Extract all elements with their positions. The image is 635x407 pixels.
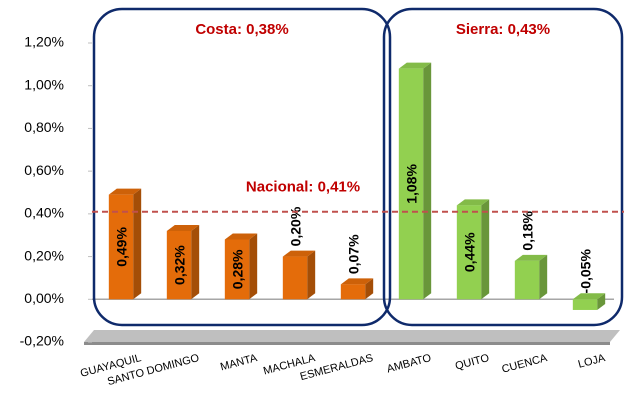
value-label: 0,07% xyxy=(346,234,362,274)
bar-top xyxy=(282,250,316,257)
bar-top xyxy=(456,199,490,206)
bar xyxy=(398,68,424,300)
y-tick-label: 1,00% xyxy=(24,76,64,92)
bar xyxy=(224,239,250,300)
value-label: 0,32% xyxy=(172,245,188,285)
value-label: 1,08% xyxy=(404,164,420,204)
floor xyxy=(84,330,620,342)
bar-side xyxy=(597,293,606,310)
bar-side xyxy=(191,224,200,300)
bar-side xyxy=(481,199,490,300)
y-tick-label: 0,60% xyxy=(24,162,64,178)
value-label: 0,18% xyxy=(520,210,536,250)
bar-top xyxy=(398,62,432,69)
group-label: Sierra: 0,43% xyxy=(456,21,550,38)
x-tick-label: AMBATO xyxy=(386,352,433,375)
reference-label: Nacional: 0,41% xyxy=(246,179,360,196)
y-tick-label: 1,20% xyxy=(24,34,64,50)
group-box xyxy=(382,7,624,327)
bar-side xyxy=(539,254,548,300)
bar-top xyxy=(166,224,200,231)
bar-side xyxy=(249,233,258,300)
bar-side xyxy=(307,250,316,300)
bar-side xyxy=(133,188,142,300)
value-label: 0,44% xyxy=(462,232,478,272)
value-label: 0,20% xyxy=(288,206,304,246)
x-tick-label: LOJA xyxy=(577,352,607,371)
bar xyxy=(166,230,192,300)
y-tick-label: -0,20% xyxy=(20,333,64,349)
floor-edge xyxy=(84,342,610,345)
value-label: 0,49% xyxy=(114,227,130,267)
y-tick-label: 0,20% xyxy=(24,247,64,263)
bar xyxy=(572,299,598,310)
value-label: -0,05% xyxy=(578,249,594,294)
group-label: Costa: 0,38% xyxy=(195,21,288,38)
x-tick-label: CUENCA xyxy=(501,352,550,376)
bar xyxy=(340,284,366,300)
x-tick-label: MANTA xyxy=(219,352,259,374)
bar xyxy=(282,256,308,300)
bar-top xyxy=(514,254,548,261)
bar-top xyxy=(572,293,606,300)
bar-side xyxy=(423,62,432,300)
bar xyxy=(456,205,482,300)
value-label: 0,28% xyxy=(230,249,246,289)
group-box xyxy=(92,7,392,327)
y-tick-label: 0,00% xyxy=(24,290,64,306)
bar-top xyxy=(108,188,142,195)
y-tick-label: 0,40% xyxy=(24,205,64,221)
y-tick-label: 0,80% xyxy=(24,119,64,135)
x-tick-label: QUITO xyxy=(454,352,491,373)
bar-top xyxy=(224,233,258,240)
bar-top xyxy=(340,278,374,285)
bar xyxy=(514,260,540,300)
bar-side xyxy=(365,278,374,300)
